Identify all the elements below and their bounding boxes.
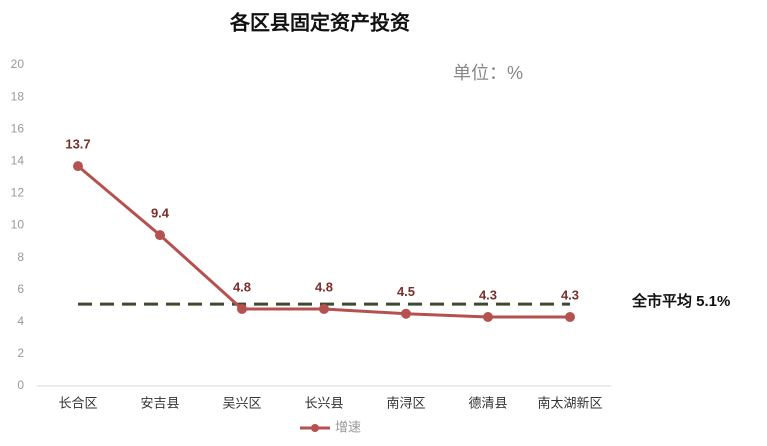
- data-label: 4.3: [479, 287, 497, 302]
- x-tick-label: 南太湖新区: [537, 395, 602, 410]
- data-label: 4.8: [233, 279, 251, 294]
- y-tick-label: 14: [11, 153, 25, 167]
- point: [565, 311, 575, 322]
- point: [237, 303, 247, 314]
- x-tick-label: 安吉县: [140, 395, 179, 410]
- chart-title: 各区县固定资产投资: [229, 10, 410, 34]
- x-tick-label: 德清县: [468, 395, 507, 410]
- data-label: 4.3: [561, 287, 579, 302]
- data-label: 9.4: [151, 206, 170, 221]
- point: [483, 311, 493, 322]
- reference-label: 全市平均 5.1%: [631, 292, 730, 310]
- y-tick-label: 20: [11, 57, 25, 71]
- legend-label: 增速: [335, 419, 361, 434]
- y-tick-label: 10: [11, 218, 25, 232]
- y-tick-label: 16: [11, 121, 25, 135]
- data-label: 4.8: [315, 279, 333, 294]
- y-tick-label: 12: [11, 186, 25, 200]
- data-label: 13.7: [65, 137, 90, 152]
- y-tick-label: 18: [11, 89, 25, 103]
- y-tick-label: 8: [17, 250, 24, 264]
- x-tick-label: 长兴县: [304, 395, 343, 410]
- x-tick-label: 长合区: [58, 395, 97, 410]
- y-tick-label: 0: [17, 378, 24, 392]
- y-tick-label: 4: [17, 314, 24, 328]
- point: [319, 303, 329, 314]
- y-tick-label: 6: [17, 282, 24, 296]
- point: [401, 308, 411, 319]
- x-tick-label: 南浔区: [386, 395, 425, 410]
- unit-label: 单位：%: [453, 63, 523, 83]
- x-tick-label: 吴兴区: [222, 395, 261, 410]
- y-tick-label: 2: [17, 346, 24, 360]
- legend-marker: [311, 424, 319, 432]
- point: [155, 230, 165, 241]
- point: [73, 161, 83, 172]
- data-label: 4.5: [397, 284, 415, 299]
